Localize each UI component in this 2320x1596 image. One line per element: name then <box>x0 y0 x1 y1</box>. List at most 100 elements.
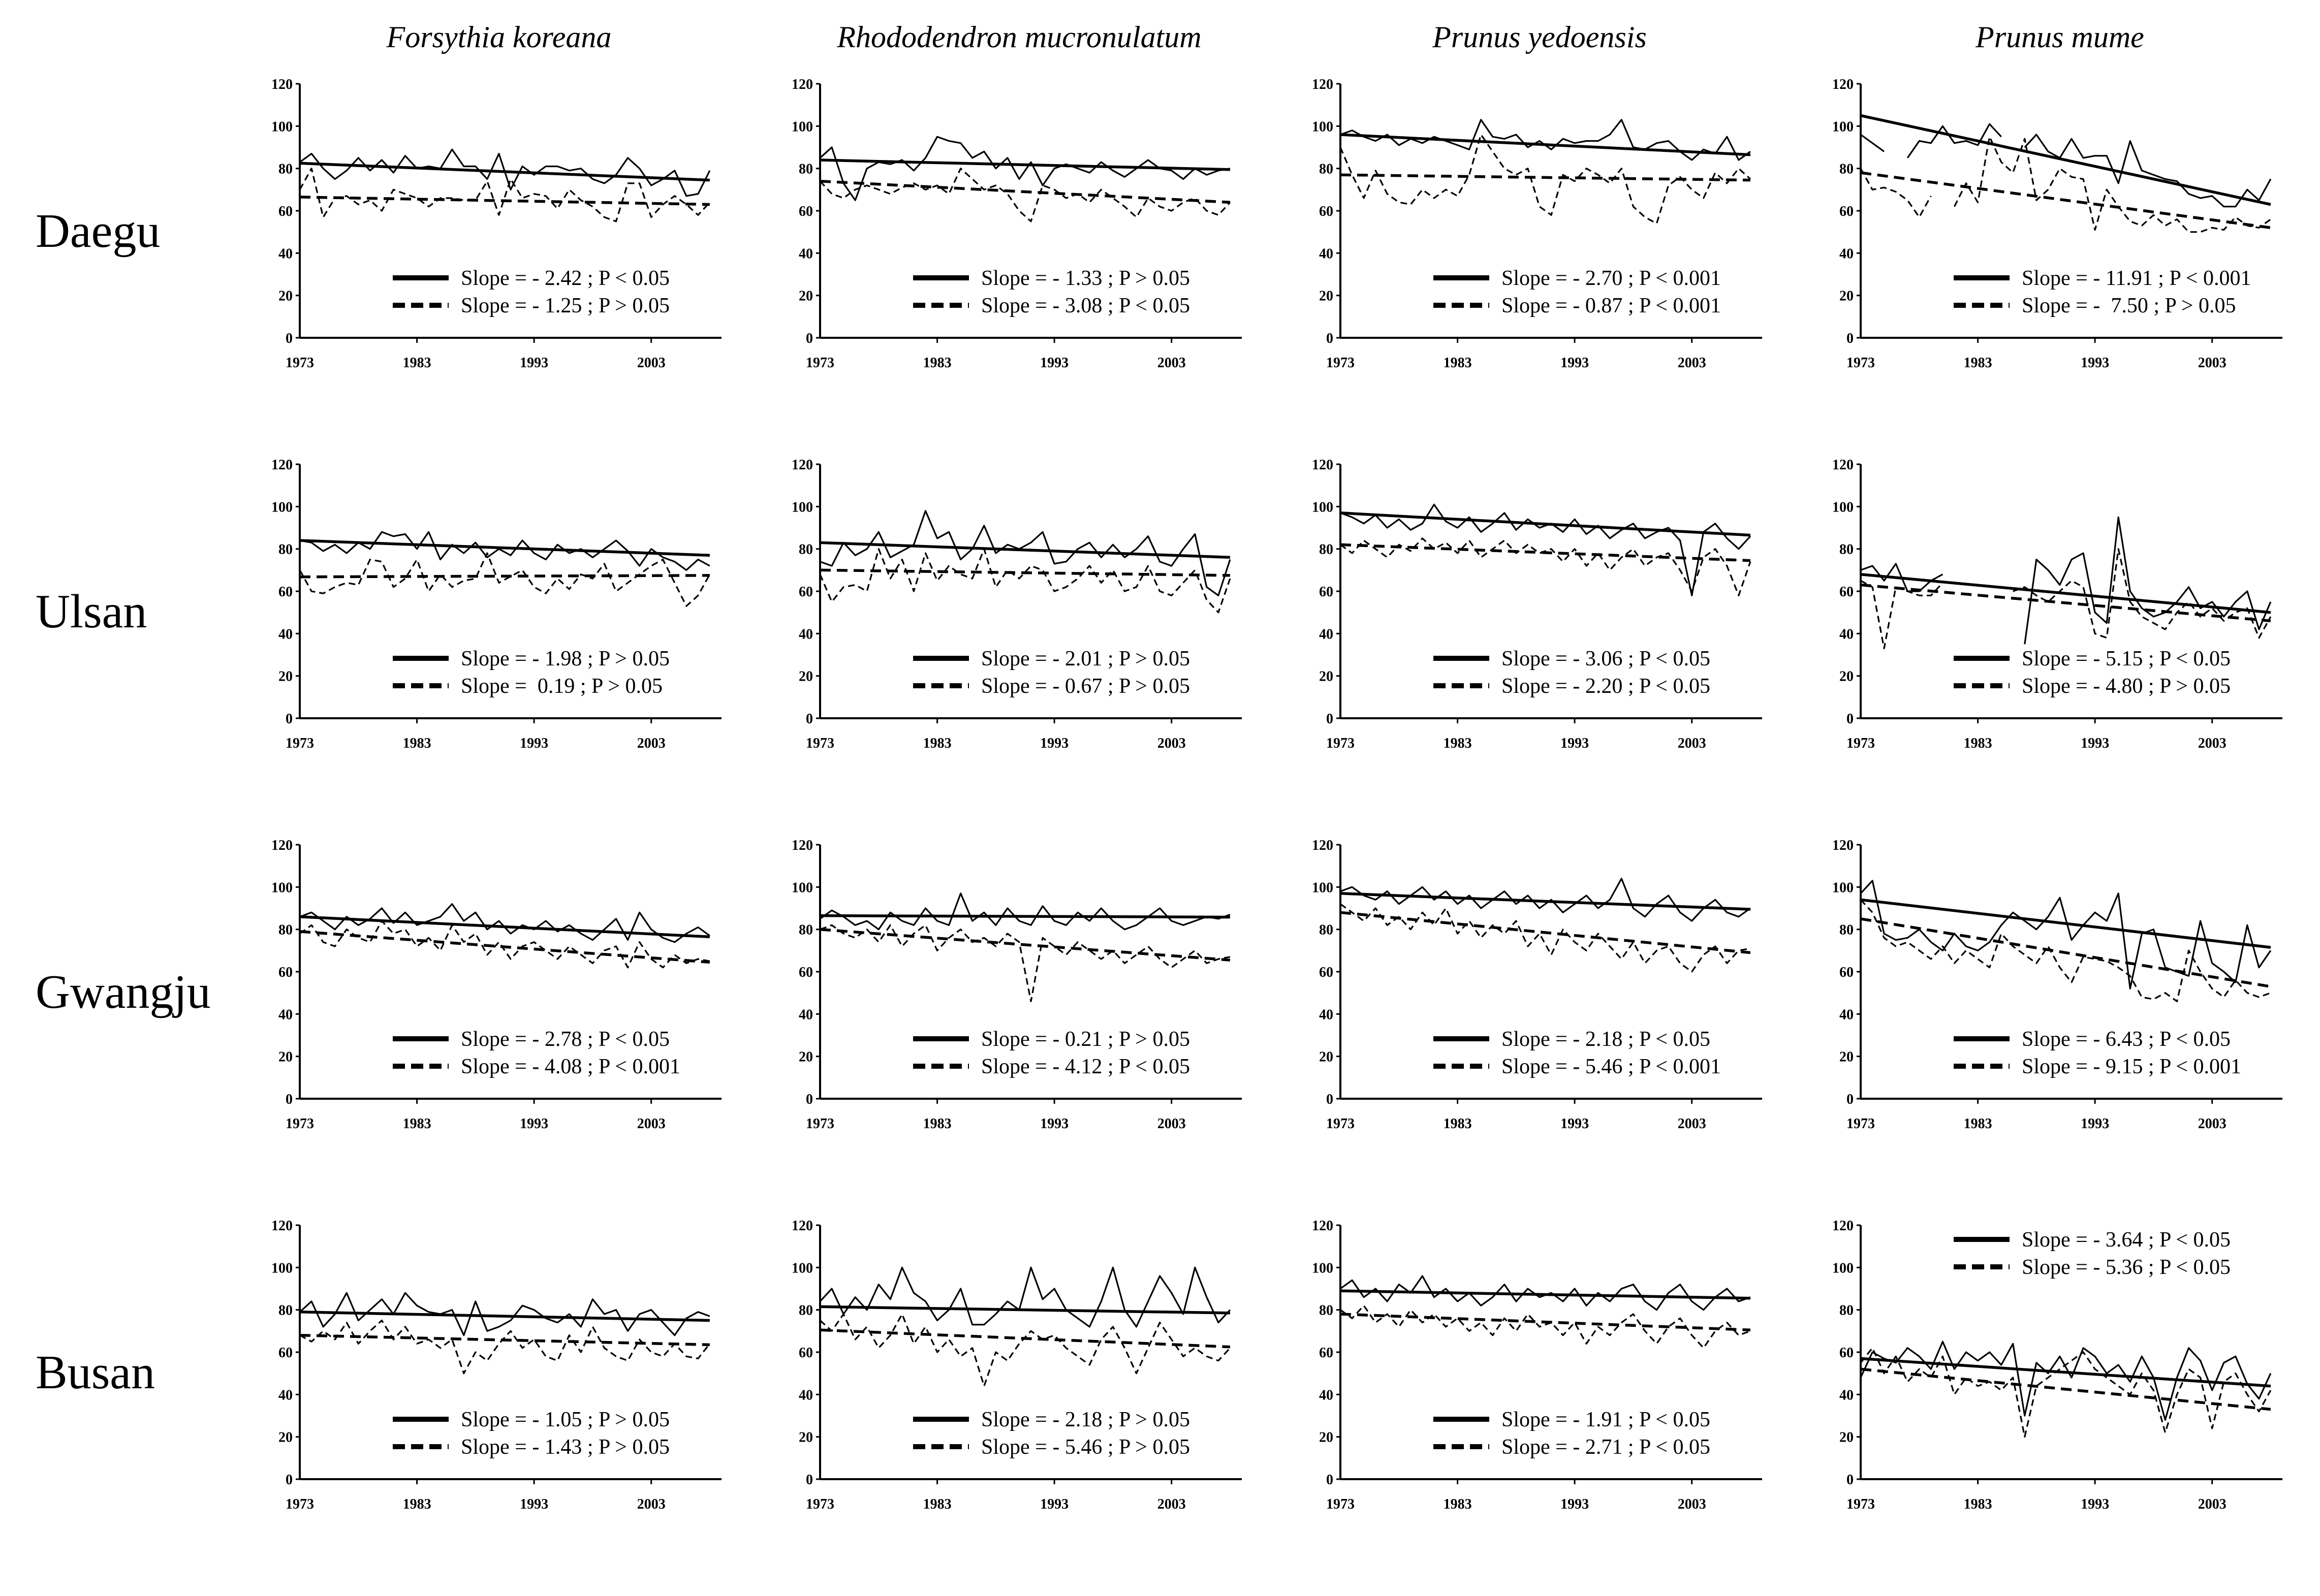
chart-svg: 0 20 40 60 80 100 120 1973 1983 1993 2003 Slope = -… <box>1312 457 1762 751</box>
observed-series-dashed <box>1340 537 1751 596</box>
trend-line-dashed <box>1340 173 1750 182</box>
y-tick-label: 60 <box>278 1345 293 1361</box>
y-tick-label: 20 <box>799 669 813 685</box>
x-tick-label: 1993 <box>520 736 548 751</box>
y-tick-label: 60 <box>1319 584 1333 600</box>
trend-line-solid <box>1340 892 1751 911</box>
legend: Slope = - 0.21 ; P > 0.05 Slope = - 4.12 … <box>913 1028 1190 1078</box>
x-tick-label: 1973 <box>1846 355 1875 371</box>
y-tick-label: 120 <box>1832 1218 1854 1234</box>
x-tick-label: 2003 <box>637 355 666 371</box>
x-tick-label: 1983 <box>403 355 431 371</box>
x-tick-label: 1973 <box>806 736 834 751</box>
legend: Slope = - 2.01 ; P > 0.05 Slope = - 0.67 … <box>913 647 1190 698</box>
trend-line-dashed <box>1340 911 1751 954</box>
legend-label-dashed: Slope = - 7.50 ; P > 0.05 <box>2022 294 2236 317</box>
observed-series-solid <box>299 1292 710 1336</box>
y-tick-label: 0 <box>806 711 813 727</box>
y-tick-label: 100 <box>792 119 813 135</box>
y-tick-label: 0 <box>806 1472 813 1488</box>
chart-svg: 0 20 40 60 80 100 120 1973 1983 1993 2003 Slope = -… <box>792 838 1242 1132</box>
y-tick-label: 40 <box>1839 626 1854 642</box>
observed-series-dashed <box>1340 1304 1751 1349</box>
y-tick-label: 80 <box>1839 542 1854 558</box>
y-tick-label: 60 <box>278 584 293 600</box>
y-tick-label: 80 <box>1319 922 1333 938</box>
x-tick-label: 2003 <box>637 1496 666 1512</box>
y-tick-label: 0 <box>1326 1092 1333 1107</box>
chart-panel-busan-forsythia: 0 20 40 60 80 100 120 1973 1983 1993 2003 Slope = -… <box>239 1215 759 1530</box>
x-tick-label: 1983 <box>923 355 952 371</box>
chart-svg: 0 20 40 60 80 100 120 1973 1983 1993 2003 Slope = -… <box>1832 77 2282 371</box>
x-tick-label: 1993 <box>520 355 548 371</box>
y-tick-label: 100 <box>1312 119 1333 135</box>
x-tick-label: 1983 <box>403 1116 431 1132</box>
y-tick-label: 20 <box>799 1430 813 1446</box>
chart-panel-gwangju-rhododendron: 0 20 40 60 80 100 120 1973 1983 1993 2003 Slope = -… <box>759 835 1279 1150</box>
y-tick-label: 120 <box>1312 457 1333 473</box>
trend-line-dashed <box>299 196 710 206</box>
chart-panel-busan-yedoensis: 0 20 40 60 80 100 120 1973 1983 1993 2003 Slope = -… <box>1279 1215 1800 1530</box>
x-tick-label: 1973 <box>1846 1496 1875 1512</box>
y-tick-label: 40 <box>1839 246 1854 262</box>
y-tick-label: 100 <box>792 880 813 896</box>
y-tick-label: 120 <box>1312 838 1333 853</box>
legend: Slope = - 2.70 ; P < 0.001 Slope = - 0.87… <box>1433 267 1721 317</box>
trend-line-dashed <box>820 179 1231 204</box>
y-tick-label: 120 <box>1312 77 1333 92</box>
observed-series-solid <box>1860 123 2272 208</box>
y-tick-label: 40 <box>1319 1387 1333 1403</box>
chart-row-gwangju: Gwangju 0 20 40 60 80 100 120 1973 1983 1993 2003 S… <box>0 835 2320 1215</box>
row-label-daegu: Daegu <box>36 205 161 258</box>
y-tick-label: 40 <box>799 246 813 262</box>
observed-series-dashed <box>819 168 1231 222</box>
x-tick-label: 2003 <box>637 736 666 751</box>
chart-svg: 0 20 40 60 80 100 120 1973 1983 1993 2003 Slope = -… <box>271 457 722 751</box>
legend: Slope = - 2.18 ; P < 0.05 Slope = - 5.46 … <box>1433 1028 1721 1078</box>
trend-line-solid <box>1860 572 2271 614</box>
legend: Slope = - 1.33 ; P > 0.05 Slope = - 3.08 … <box>913 267 1190 317</box>
chart-panel-daegu-yedoensis: 0 20 40 60 80 100 120 1973 1983 1993 2003 Slope = -… <box>1279 74 1800 389</box>
chart-svg: 0 20 40 60 80 100 120 1973 1983 1993 2003 Slope = -… <box>1312 77 1762 371</box>
x-tick-label: 1983 <box>1964 1116 1992 1132</box>
x-tick-label: 2003 <box>1157 355 1186 371</box>
trend-line-solid <box>299 1311 710 1322</box>
chart-svg: 0 20 40 60 80 100 120 1973 1983 1993 2003 Slope = -… <box>271 1218 722 1512</box>
x-tick-label: 1993 <box>2081 736 2109 751</box>
x-tick-label: 1973 <box>1326 1496 1355 1512</box>
x-tick-label: 1993 <box>1040 355 1069 371</box>
trend-line-dashed <box>299 574 710 579</box>
legend-label-solid: Slope = - 11.91 ; P < 0.001 <box>2022 267 2251 290</box>
y-tick-label: 0 <box>286 1472 293 1488</box>
x-tick-label: 1973 <box>806 1496 834 1512</box>
y-tick-label: 120 <box>271 457 293 473</box>
y-tick-label: 60 <box>799 204 813 219</box>
legend-label-dashed: Slope = - 0.67 ; P > 0.05 <box>981 675 1190 698</box>
y-tick-label: 80 <box>278 162 293 177</box>
column-title-prunus-yedoensis: Prunus yedoensis <box>1432 20 1647 54</box>
x-tick-label: 2003 <box>1157 736 1186 751</box>
trend-line-dashed <box>820 928 1231 962</box>
y-tick-label: 0 <box>286 1092 293 1107</box>
chart-panel-gwangju-forsythia: 0 20 40 60 80 100 120 1973 1983 1993 2003 Slope = -… <box>239 835 759 1150</box>
x-tick-label: 2003 <box>2198 1116 2227 1132</box>
legend-label-dashed: Slope = - 4.80 ; P > 0.05 <box>2022 675 2231 698</box>
x-tick-label: 2003 <box>1157 1496 1186 1512</box>
y-tick-label: 100 <box>1832 119 1854 135</box>
trend-line-dashed <box>1860 917 2271 988</box>
y-tick-label: 40 <box>1319 246 1333 262</box>
y-tick-label: 20 <box>799 289 813 304</box>
legend-label-dashed: Slope = 0.19 ; P > 0.05 <box>461 675 663 698</box>
observed-series-dashed <box>1860 899 2271 1002</box>
y-tick-label: 120 <box>271 77 293 92</box>
y-tick-label: 60 <box>799 1345 813 1361</box>
y-tick-label: 20 <box>278 669 293 685</box>
trend-line-dashed <box>1340 1313 1751 1332</box>
y-tick-label: 80 <box>799 542 813 558</box>
x-tick-label: 2003 <box>1678 355 1706 371</box>
legend-label-solid: Slope = - 2.70 ; P < 0.001 <box>1501 267 1721 290</box>
y-tick-label: 40 <box>799 1007 813 1023</box>
x-tick-label: 1973 <box>286 355 314 371</box>
y-tick-label: 100 <box>1312 499 1333 515</box>
y-tick-label: 100 <box>271 119 293 135</box>
